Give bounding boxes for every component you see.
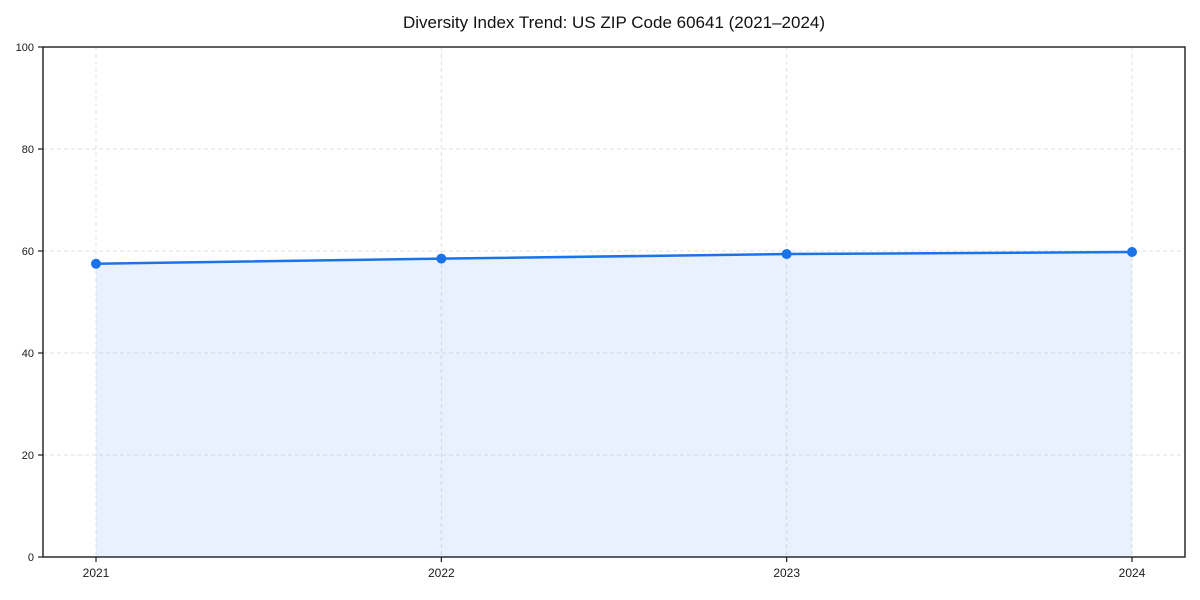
y-tick-label: 40 (22, 348, 34, 360)
x-tick-label: 2021 (83, 566, 110, 580)
data-point-2022 (436, 253, 447, 264)
chart-title: Diversity Index Trend: US ZIP Code 60641… (402, 13, 826, 32)
y-tick-label: 20 (22, 450, 34, 462)
x-tick-label: 2024 (1119, 566, 1146, 580)
data-point-2021 (91, 258, 101, 269)
x-tick-label: 2022 (428, 566, 455, 580)
trend-line (94, 250, 1134, 265)
y-tick-label: 80 (22, 144, 34, 156)
x-tick-label: 2023 (773, 566, 800, 580)
data-point-2023 (781, 249, 792, 260)
y-tick-label: 60 (22, 246, 34, 258)
area-fill (96, 252, 1132, 557)
y-tick-label: 100 (16, 42, 34, 54)
y-tick-label: 0 (28, 552, 34, 564)
data-point-2024 (1127, 247, 1137, 258)
plot-border (42, 46, 1186, 558)
